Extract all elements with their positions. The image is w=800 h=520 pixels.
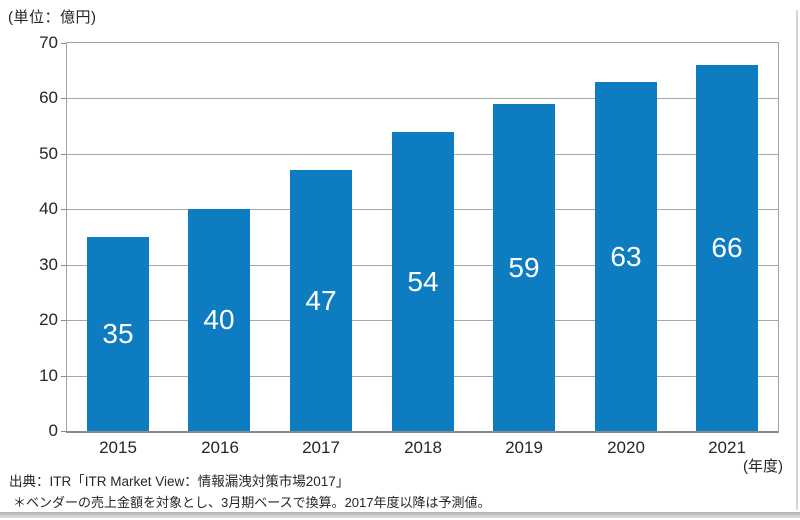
y-axis-label-50: 50: [39, 144, 58, 163]
y-axis-tick-20: [61, 320, 66, 321]
footnote: ＊ベンダーの売上金額を対象とし、3月期ベースで換算。2017年度以降は予測値。: [13, 495, 491, 510]
bottom-edge-shadow: [0, 512, 800, 518]
y-axis-unit-label: (単位：億円): [8, 9, 97, 26]
bar-value-label-2015: 35: [102, 318, 134, 349]
bar-value-label-2019: 59: [508, 251, 540, 283]
y-axis-tick-70: [61, 43, 66, 44]
bar-2015: 35: [87, 237, 149, 431]
y-axis-label-60: 60: [39, 88, 58, 107]
plot-area: 35 40 47 54 59 63 66: [66, 42, 779, 433]
bar-2017: 47: [290, 170, 352, 431]
bar-value-label-2021: 66: [711, 232, 743, 263]
x-axis-label-2018: 2018: [404, 438, 442, 457]
y-axis-label-10: 10: [39, 366, 58, 385]
bar-2019: 59: [493, 104, 555, 431]
right-edge-shadow: [796, 10, 798, 510]
x-axis-label-2015: 2015: [99, 438, 137, 457]
y-axis-label-70: 70: [39, 33, 58, 52]
bar-value-label-2016: 40: [203, 304, 235, 335]
y-axis-label-0: 0: [48, 421, 58, 440]
x-axis-label-2016: 2016: [201, 438, 239, 457]
bar-2020: 63: [595, 82, 657, 431]
x-axis-label-2019: 2019: [505, 438, 543, 457]
bar-value-label-2018: 54: [407, 265, 439, 297]
x-axis-label-2020: 2020: [607, 438, 645, 457]
y-axis-label-40: 40: [39, 199, 58, 218]
x-axis-label-2017: 2017: [302, 438, 340, 457]
y-axis-tick-40: [61, 209, 66, 210]
y-axis-tick-10: [61, 376, 66, 377]
bar-2016: 40: [188, 209, 250, 431]
x-axis-label-2021: 2021: [708, 438, 746, 457]
bar-value-label-2017: 47: [305, 284, 337, 316]
y-axis-label-30: 30: [39, 255, 58, 274]
y-axis-tick-60: [61, 98, 66, 99]
bar-2021: 66: [696, 65, 758, 431]
bar-2018: 54: [392, 132, 454, 431]
y-axis-tick-50: [61, 154, 66, 155]
gridline-y60: [67, 98, 778, 99]
x-axis-unit-label: (年度): [743, 458, 783, 475]
y-axis-label-20: 20: [39, 310, 58, 329]
y-axis-tick-30: [61, 265, 66, 266]
source-note: 出典：ITR「ITR Market View：情報漏洩対策市場2017」: [9, 474, 350, 489]
y-axis-tick-0: [61, 431, 66, 432]
bar-value-label-2020: 63: [610, 240, 642, 272]
